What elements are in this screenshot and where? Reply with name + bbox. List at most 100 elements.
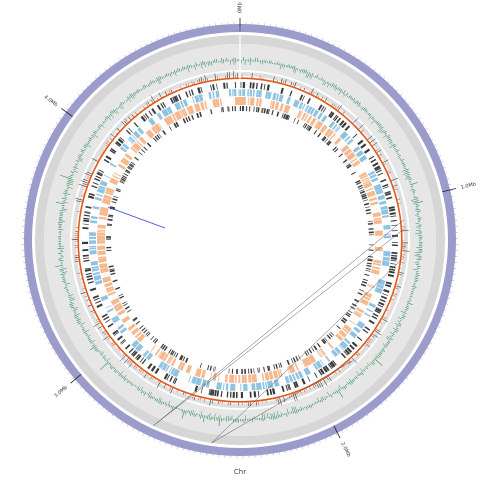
feature-block-dark (266, 389, 269, 396)
gc-skew-bar (192, 395, 194, 400)
gc-content-bar (308, 405, 311, 409)
cds-reverse-block (372, 262, 381, 266)
feature-block-dark (106, 249, 112, 252)
cds-forward-block (358, 320, 366, 327)
minor-tick (392, 85, 394, 87)
gc-content-bar (63, 271, 68, 273)
gc-content-bar (389, 331, 393, 334)
gc-content-bar (387, 139, 389, 142)
gc-skew-spike (182, 392, 185, 395)
gc-content-bar (334, 391, 337, 394)
gc-content-bar (416, 210, 421, 212)
gc-skew-spike (209, 399, 211, 406)
feature-block-dark (361, 280, 368, 284)
feature-block-dark (389, 265, 396, 269)
cds-reverse-block (306, 115, 313, 124)
feature-block-dark (287, 115, 291, 121)
tick-label: 4.0Mb (43, 94, 59, 108)
feature-block-dark (271, 388, 276, 395)
minor-tick (37, 320, 40, 322)
gc-skew-spike (310, 88, 314, 94)
minor-tick (38, 155, 41, 157)
gc-skew-bar (107, 337, 111, 340)
gc-skew-spike (375, 328, 381, 332)
gc-content-bar (387, 136, 391, 139)
cds-forward-block (158, 112, 164, 119)
cds-forward-block (143, 350, 150, 358)
cds-reverse-block (150, 345, 157, 352)
minor-tick (95, 76, 97, 79)
feature-block-dark (103, 316, 110, 321)
feature-block-dark (388, 206, 395, 210)
gc-content-bar (83, 331, 87, 334)
cds-forward-block (111, 315, 119, 322)
gc-skew-bar (111, 342, 114, 345)
minor-tick (114, 61, 116, 64)
gc-content-bar (170, 74, 172, 78)
feature-block-dark (196, 112, 200, 119)
cds-forward-block (380, 209, 389, 215)
cds-reverse-block (247, 97, 250, 106)
minor-tick (429, 342, 432, 344)
cds-forward-block (373, 183, 382, 191)
gc-content-bar (317, 77, 319, 80)
feature-block-dark (375, 307, 382, 313)
cds-reverse-block (97, 229, 106, 231)
gc-content-bar (389, 335, 391, 337)
cds-forward-block (374, 286, 383, 294)
gc-content-bar (70, 171, 75, 174)
gc-content-bar (294, 406, 297, 411)
gc-skew-spike (143, 373, 148, 379)
feature-block-dark (357, 139, 364, 146)
feature-block-dark (85, 272, 92, 276)
gc-content-bar (390, 141, 393, 144)
gc-content-bar (412, 287, 416, 290)
gc-content-bar (320, 397, 322, 400)
gc-skew-bar (368, 338, 372, 341)
gc-content-bar (356, 101, 360, 105)
feature-block-dark (118, 293, 124, 297)
cds-forward-block (172, 368, 180, 378)
cds-forward-block (338, 344, 344, 351)
gc-content-bar (91, 134, 94, 137)
gc-content-bar (408, 178, 413, 181)
cds-forward-block (127, 138, 134, 144)
gc-content-bar (66, 186, 70, 188)
gc-skew-bar (312, 385, 315, 389)
gc-content-bar (109, 365, 113, 369)
gc-content-bar (142, 391, 145, 394)
feature-block-dark (143, 146, 148, 151)
gc-skew-spike (316, 92, 319, 97)
minor-tick (68, 372, 70, 375)
gc-content-bar (376, 355, 380, 359)
cds-reverse-block (219, 98, 223, 107)
gc-content-bar (213, 417, 216, 421)
gc-skew-spike (398, 274, 403, 276)
gc-skew-spike (314, 384, 317, 387)
feature-block-dark (343, 350, 349, 356)
gc-skew-spike (319, 381, 324, 388)
cds-reverse-block (97, 250, 106, 256)
gc-content-bar (326, 84, 329, 88)
gc-content-bar (92, 342, 94, 344)
feature-block-dark (105, 155, 112, 161)
feature-block-dark (169, 375, 174, 382)
feature-block-dark (91, 185, 98, 189)
feature-block-dark (212, 389, 215, 396)
feature-block-dark (252, 82, 255, 89)
feature-block-dark (290, 358, 294, 364)
feature-block-dark (120, 339, 126, 344)
cds-reverse-block (120, 157, 130, 167)
feature-block-dark (95, 300, 101, 304)
cds-reverse-block (162, 353, 169, 362)
cds-reverse-block (217, 373, 220, 382)
gc-skew-bar (363, 344, 367, 347)
feature-block-dark (390, 263, 397, 265)
cds-reverse-block (283, 104, 291, 114)
minor-tick (77, 93, 80, 96)
gc-content-bar (347, 382, 349, 385)
minor-tick (49, 133, 52, 135)
gc-skew-spike (348, 360, 352, 363)
cds-reverse-block (351, 160, 361, 168)
minor-tick (364, 61, 366, 64)
